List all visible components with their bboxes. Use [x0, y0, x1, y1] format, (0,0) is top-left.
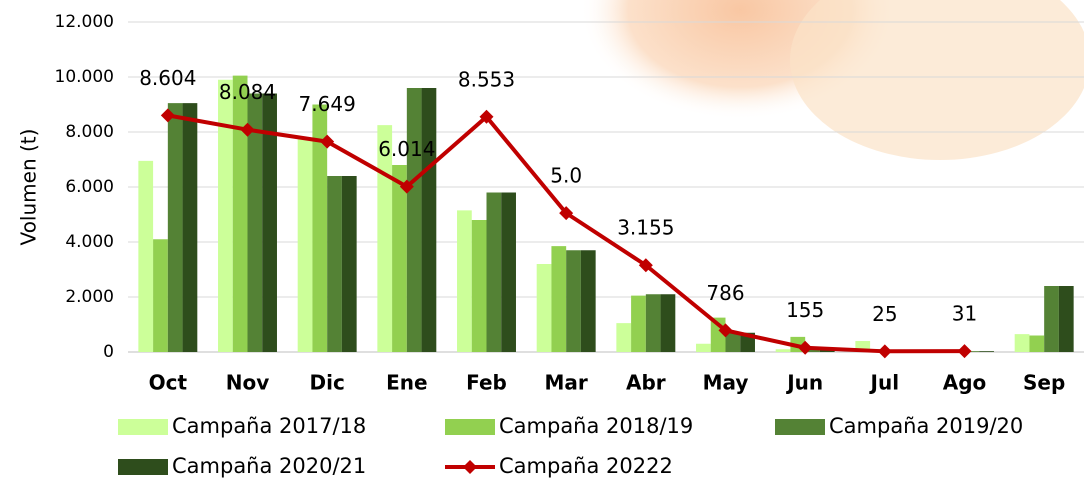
bar [457, 210, 472, 352]
bar [218, 79, 233, 352]
bar [1058, 286, 1074, 352]
y-tick-label: 8.000 [65, 122, 114, 142]
data-label: 8.604 [139, 66, 196, 90]
x-tick-label: Nov [226, 371, 270, 395]
bar [775, 349, 791, 352]
bar [297, 137, 313, 352]
x-tick-label: May [703, 371, 749, 395]
line-marker [798, 340, 813, 355]
bar [138, 160, 154, 352]
legend-label: Campaña 20222 [499, 454, 673, 478]
y-tick-label: 12.000 [55, 12, 114, 32]
bar [645, 294, 661, 352]
bar [979, 351, 994, 352]
data-label: 786 [706, 281, 744, 305]
x-tick-label: Ago [943, 371, 987, 395]
x-tick-label: Jul [869, 371, 900, 395]
bar [805, 349, 820, 352]
bar [182, 103, 198, 352]
line-marker [240, 122, 255, 137]
bar [471, 220, 487, 352]
y-tick-label: 4.000 [65, 232, 114, 252]
x-tick-label: Sep [1023, 371, 1065, 395]
bar [660, 294, 676, 352]
x-tick-label: Mar [545, 371, 588, 395]
line-marker [479, 109, 494, 124]
data-label: 155 [786, 298, 824, 322]
bar [725, 332, 741, 352]
x-tick-label: Oct [149, 371, 188, 395]
bar [377, 125, 393, 352]
data-label: 31 [952, 302, 977, 326]
data-label: 25 [872, 302, 897, 326]
data-label: 8.553 [458, 67, 515, 91]
legend-swatch [775, 419, 825, 435]
legend-label: Campaña 2018/19 [499, 414, 693, 438]
bar [341, 176, 357, 352]
bar [421, 88, 437, 352]
bar [406, 88, 422, 352]
x-tick-label: Ene [386, 371, 427, 395]
bar [262, 93, 277, 352]
line-marker [320, 134, 335, 149]
y-tick-label: 0 [103, 342, 114, 362]
bar [855, 341, 871, 352]
bar [631, 295, 646, 352]
bar [167, 103, 183, 352]
line-marker [638, 258, 653, 273]
y-tick-label: 2.000 [65, 287, 114, 307]
data-label: 7.649 [299, 92, 356, 116]
bar [232, 75, 248, 352]
bar [696, 343, 711, 352]
bar [1014, 334, 1030, 352]
bar [580, 250, 596, 352]
bar [327, 176, 342, 352]
x-tick-label: Feb [466, 371, 507, 395]
y-tick-label: 6.000 [65, 177, 114, 197]
legend-label: Campaña 2019/20 [829, 414, 1023, 438]
line-marker [877, 344, 892, 359]
bar [616, 323, 632, 352]
legend-swatch [118, 459, 168, 475]
line-marker [718, 323, 733, 338]
data-label: 8.084 [219, 80, 276, 104]
data-label: 5.0 [550, 164, 582, 188]
bar [312, 104, 328, 352]
x-tick-label: Dic [310, 371, 345, 395]
legend-swatch [445, 419, 495, 435]
bar [247, 93, 263, 352]
legend-swatch [118, 419, 168, 435]
bar [392, 165, 407, 352]
bar [551, 246, 567, 352]
background-image [790, 0, 1084, 160]
line-marker [399, 179, 414, 194]
legend-swatch [463, 460, 477, 474]
bar [536, 264, 552, 352]
y-tick-label: 10.000 [55, 67, 114, 87]
bar [964, 351, 980, 352]
bar [486, 192, 502, 352]
bar [153, 239, 168, 352]
legend-label: Campaña 2020/21 [172, 454, 366, 478]
x-tick-label: Jun [785, 371, 823, 395]
x-tick-label: Abr [626, 371, 666, 395]
bar [1044, 286, 1059, 352]
line-marker [957, 344, 972, 359]
line-marker [160, 108, 175, 123]
legend-label: Campaña 2017/18 [172, 414, 366, 438]
data-label: 3.155 [617, 216, 674, 240]
bar [501, 192, 516, 352]
y-axis-title: Volumen (t) [17, 129, 41, 246]
bar [566, 250, 581, 352]
data-label: 6.014 [378, 137, 435, 161]
bar [1029, 335, 1045, 352]
line-marker [559, 206, 574, 221]
